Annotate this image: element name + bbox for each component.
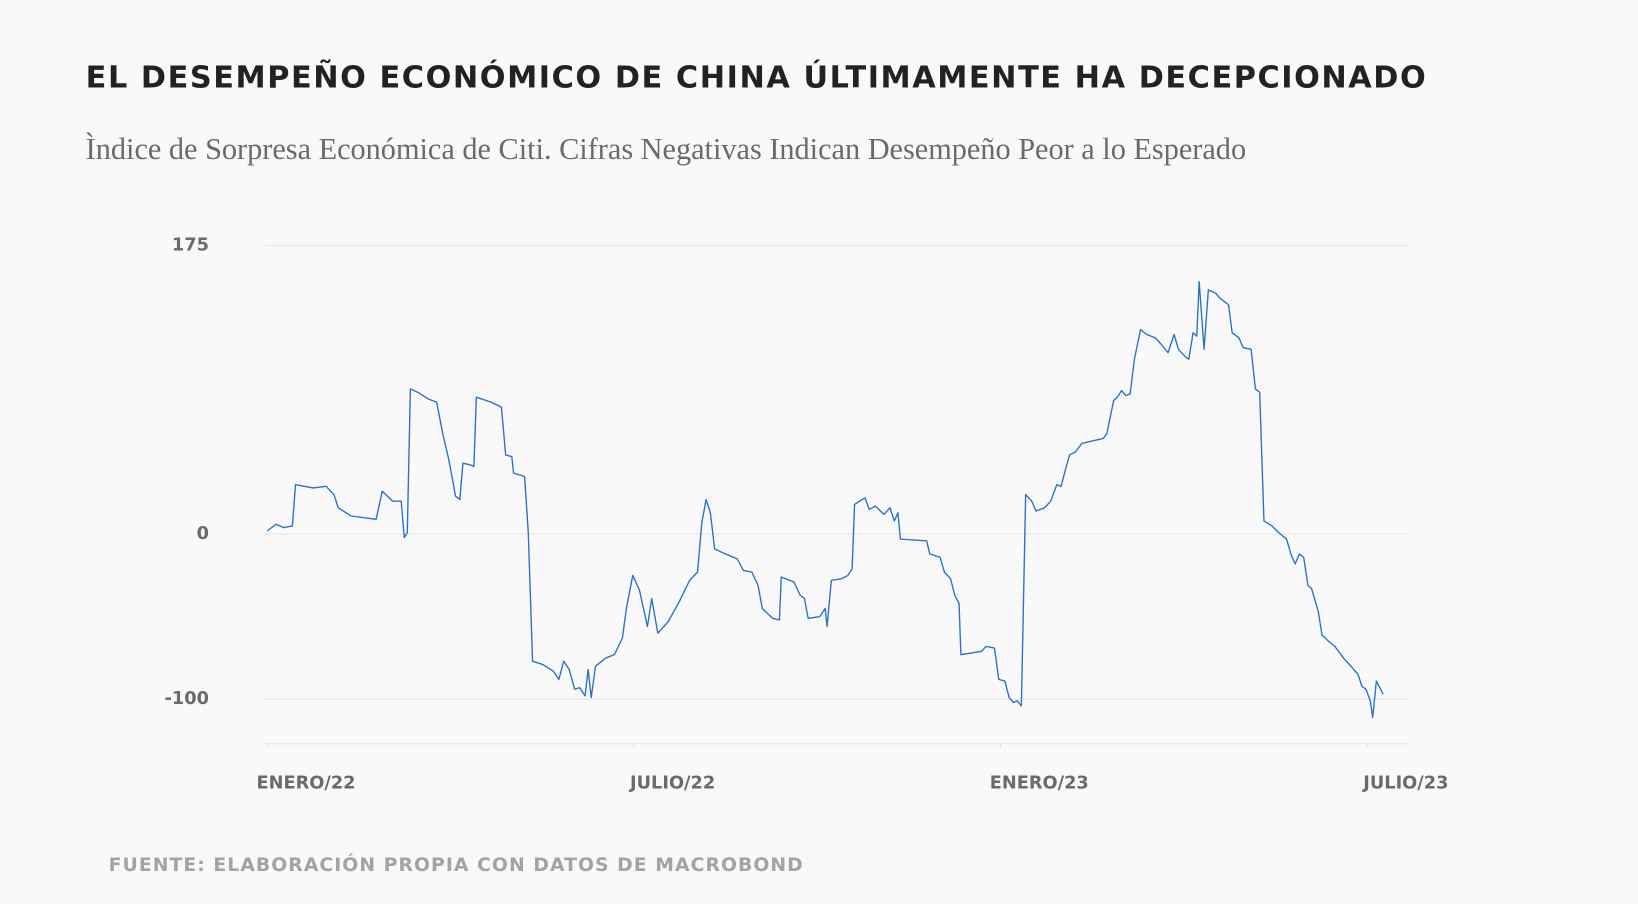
y-tick-label: -100 (165, 689, 209, 709)
data-line (266, 280, 1384, 719)
chart-subtitle: Ìndice de Sorpresa Económica de Citi. Ci… (86, 132, 1246, 166)
x-tick-label: ENERO/22 (256, 773, 355, 793)
y-tick-label: 175 (172, 235, 209, 255)
y-tick-label: 0 (197, 524, 209, 544)
source-note: FUENTE: ELABORACIÓN PROPIA CON DATOS DE … (109, 852, 804, 876)
x-tick-label: JULIO/23 (1362, 773, 1448, 793)
x-tick-label: JULIO/22 (629, 773, 715, 793)
x-tick-label: ENERO/23 (990, 773, 1089, 793)
chart-title: EL DESEMPEÑO ECONÓMICO DE CHINA ÚLTIMAME… (86, 59, 1428, 96)
